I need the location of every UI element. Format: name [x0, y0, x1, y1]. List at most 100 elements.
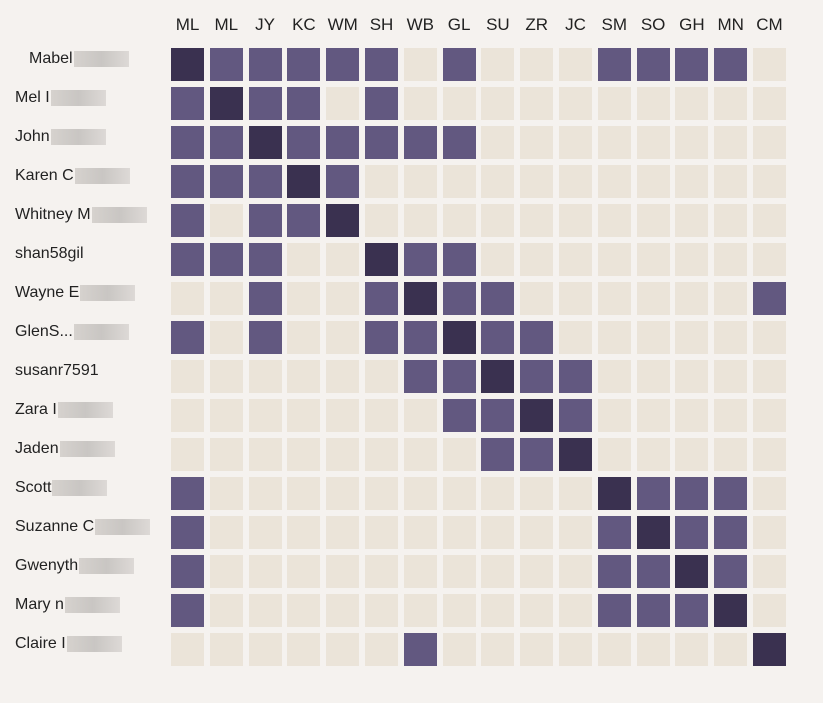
column-label: SU	[486, 15, 510, 34]
heatmap-cell	[559, 438, 592, 471]
heatmap-cell	[171, 204, 204, 237]
heatmap-cell	[442, 321, 476, 354]
heatmap-cell	[753, 477, 786, 510]
heatmap-cell	[520, 87, 554, 120]
heatmap-cell	[326, 360, 360, 393]
heatmap-cell	[403, 126, 437, 159]
heatmap-cell	[520, 399, 554, 432]
heatmap-cell	[597, 243, 631, 276]
heatmap-cell	[753, 204, 786, 237]
heatmap-cell	[559, 243, 592, 276]
column-label: JC	[565, 15, 586, 34]
heatmap-cell	[714, 555, 748, 588]
heatmap-cell	[636, 633, 670, 666]
heatmap-cell	[442, 48, 476, 81]
heatmap-cell	[209, 282, 243, 315]
heatmap-cell	[597, 555, 631, 588]
heatmap-cell	[481, 555, 515, 588]
heatmap-cell	[714, 204, 748, 237]
heatmap-cell	[403, 204, 437, 237]
heatmap-cell	[636, 165, 670, 198]
heatmap-cell	[520, 165, 554, 198]
heatmap-cell	[209, 48, 243, 81]
heatmap-cell	[365, 87, 398, 120]
heatmap-cell	[675, 126, 709, 159]
column-label: CM	[756, 15, 783, 34]
heatmap-cell	[442, 282, 476, 315]
heatmap-cell	[636, 204, 670, 237]
heatmap-cell	[675, 243, 709, 276]
heatmap-cell	[753, 438, 786, 471]
row-label-text: Whitney M	[15, 206, 91, 223]
heatmap-cell	[403, 516, 437, 549]
heatmap-cell	[753, 555, 786, 588]
heatmap-cell	[442, 555, 476, 588]
heatmap-cell	[326, 594, 360, 627]
heatmap-cell	[714, 126, 748, 159]
heatmap-cell	[287, 243, 321, 276]
column-label: KC	[292, 15, 316, 34]
heatmap-cell	[636, 243, 670, 276]
row-label-text: Gwenyth	[15, 557, 79, 574]
heatmap-cell	[248, 516, 282, 549]
heatmap-cell	[248, 633, 282, 666]
heatmap-cell	[209, 477, 243, 510]
heatmap-cell	[248, 204, 282, 237]
heatmap-cell	[209, 438, 243, 471]
column-label: SH	[369, 15, 394, 34]
heatmap-cell	[753, 126, 786, 159]
heatmap-cell	[248, 321, 282, 354]
heatmap-cell	[559, 282, 592, 315]
heatmap-cell	[559, 48, 592, 81]
heatmap-cell	[287, 282, 321, 315]
heatmap-cell	[675, 48, 709, 81]
heatmap-cell	[326, 438, 360, 471]
row-label-text: Mabel	[29, 50, 73, 67]
heatmap-cell	[365, 282, 398, 315]
heatmap-cell	[365, 594, 398, 627]
heatmap-cell	[714, 282, 748, 315]
column-label: JY	[255, 15, 276, 34]
heatmap-cell	[326, 243, 360, 276]
heatmap-cell	[326, 126, 360, 159]
heatmap-cell	[636, 477, 670, 510]
heatmap-cell	[326, 165, 360, 198]
heatmap-cell	[287, 321, 321, 354]
heatmap-cell	[171, 633, 204, 666]
heatmap-cell	[403, 594, 437, 627]
heatmap-cell	[209, 243, 243, 276]
heatmap-cell	[520, 516, 554, 549]
row-label-text: Claire I	[15, 635, 66, 652]
row-label-text: Suzanne C	[15, 518, 95, 535]
column-label: ML	[175, 15, 200, 34]
row-label-text: Wayne E	[15, 284, 80, 301]
row-label-text: shan58gil	[15, 245, 84, 262]
heatmap-cell	[520, 243, 554, 276]
row-label: Wayne E	[15, 282, 136, 315]
heatmap-cell	[248, 48, 282, 81]
heatmap-cell	[403, 477, 437, 510]
redacted-name-blur	[95, 518, 151, 535]
heatmap-cell	[365, 321, 398, 354]
row-label: Scott	[15, 477, 108, 510]
heatmap-cell	[675, 399, 709, 432]
column-label: MN	[717, 15, 744, 34]
heatmap-cell	[403, 360, 437, 393]
heatmap-cell	[675, 360, 709, 393]
heatmap-cell	[597, 594, 631, 627]
heatmap-cell	[442, 594, 476, 627]
heatmap-cell	[636, 516, 670, 549]
row-label: Whitney M	[15, 204, 147, 237]
row-label: Zara I	[15, 399, 113, 432]
row-label: Karen C	[15, 165, 130, 198]
column-label: GH	[679, 15, 705, 34]
heatmap-cell	[403, 243, 437, 276]
row-label: Mabel	[29, 48, 129, 81]
heatmap-cell	[481, 282, 515, 315]
heatmap-cell	[287, 399, 321, 432]
heatmap-cell	[248, 399, 282, 432]
heatmap-cell	[753, 165, 786, 198]
row-label-text: Mary n	[15, 596, 64, 613]
column-label: GL	[447, 15, 471, 34]
heatmap-cell	[171, 87, 204, 120]
